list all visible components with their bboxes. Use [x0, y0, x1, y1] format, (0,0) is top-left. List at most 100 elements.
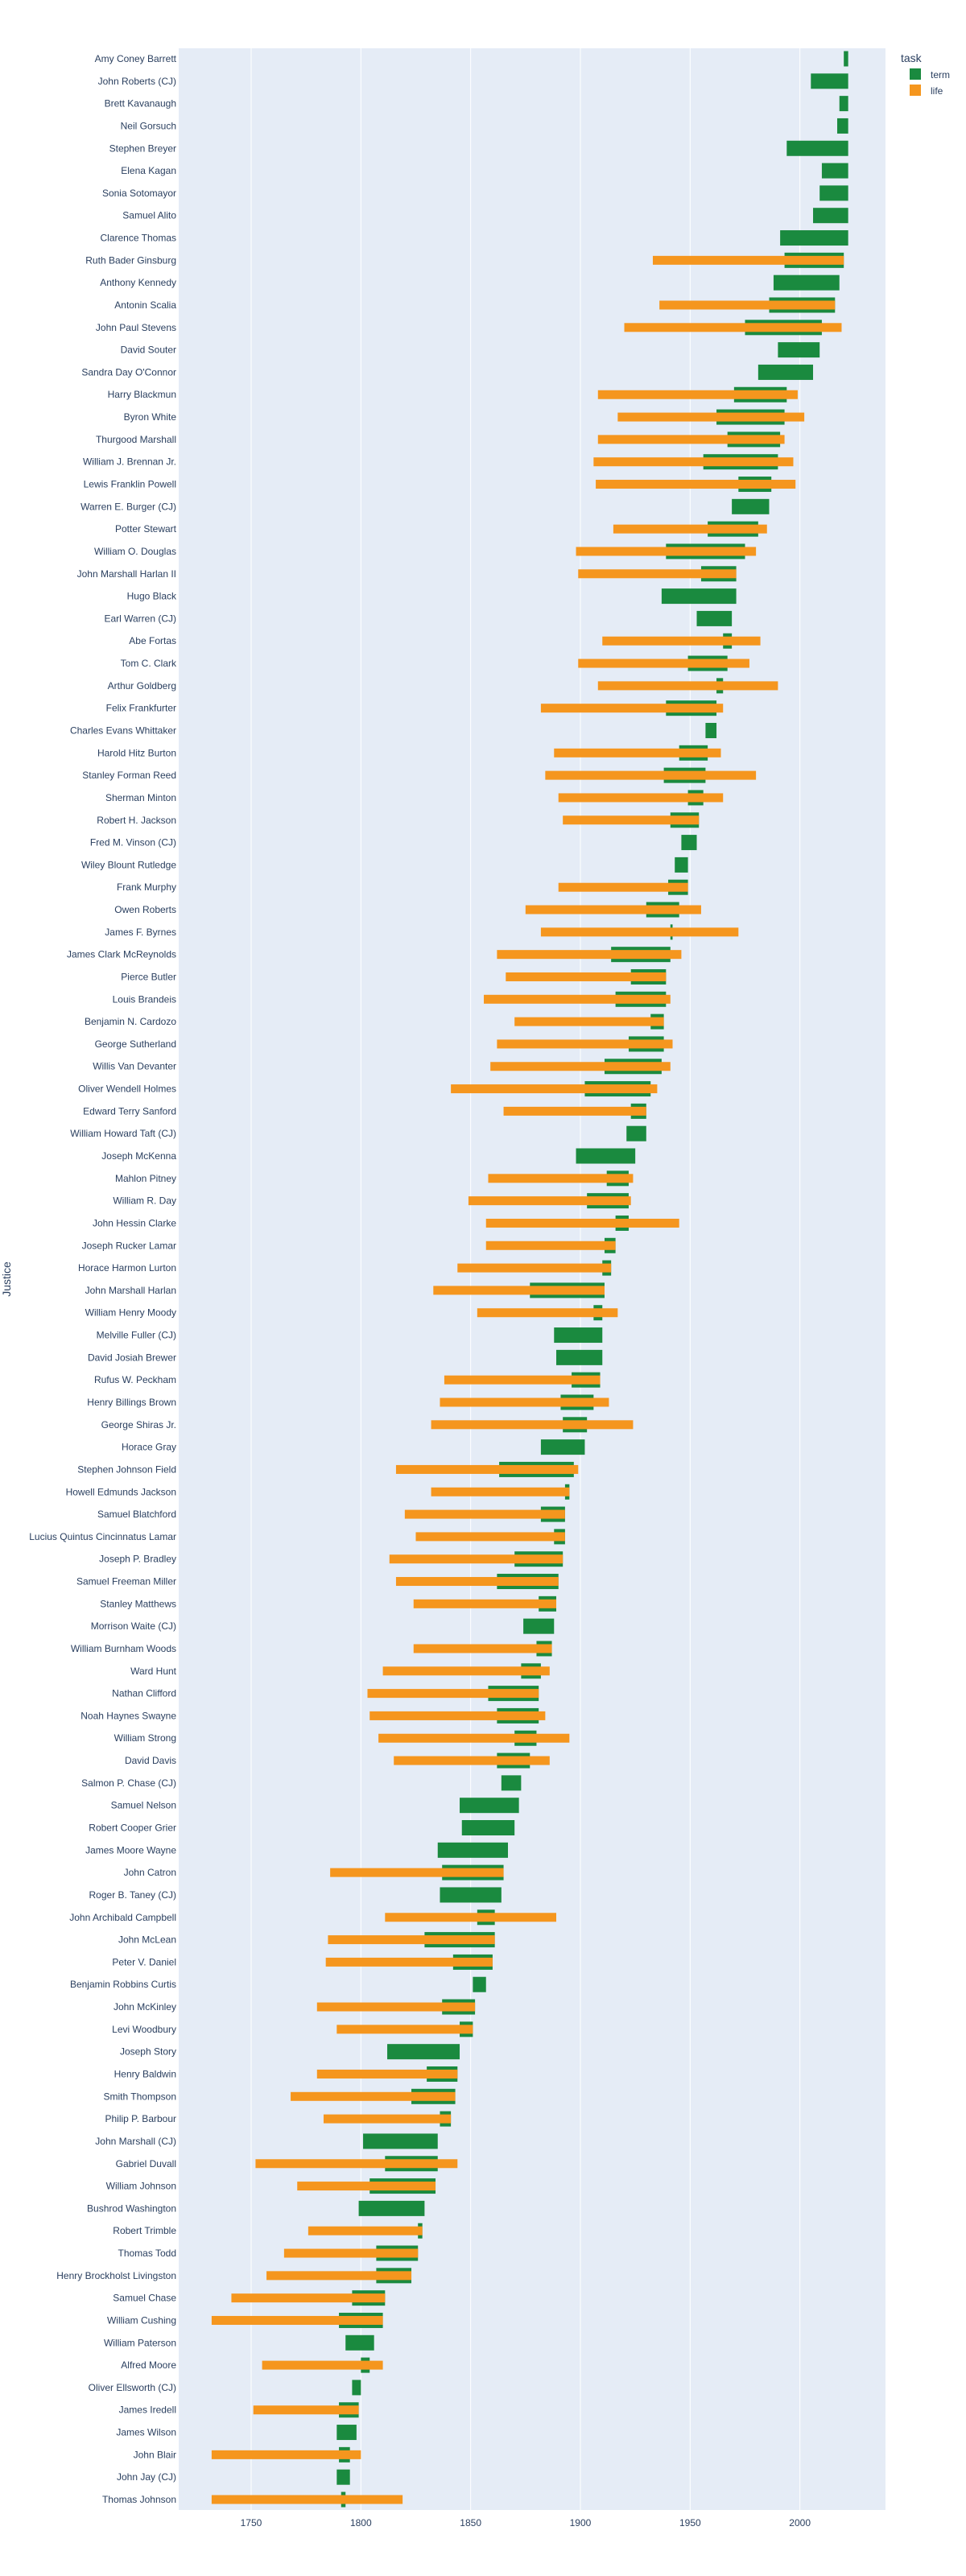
life-bar[interactable]: [578, 658, 749, 668]
life-bar[interactable]: [262, 2360, 383, 2370]
term-bar[interactable]: [440, 1887, 502, 1903]
life-bar[interactable]: [477, 1308, 618, 1318]
term-bar[interactable]: [523, 1618, 555, 1634]
life-bar[interactable]: [255, 2159, 458, 2169]
life-bar[interactable]: [323, 2114, 452, 2124]
life-bar[interactable]: [554, 748, 721, 758]
term-bar[interactable]: [780, 230, 848, 246]
life-bar[interactable]: [369, 1711, 546, 1720]
life-bar[interactable]: [308, 2226, 423, 2235]
term-bar[interactable]: [773, 275, 840, 291]
life-bar[interactable]: [624, 323, 842, 332]
term-bar[interactable]: [786, 140, 848, 156]
term-bar[interactable]: [363, 2133, 438, 2149]
life-bar[interactable]: [385, 1913, 556, 1922]
life-bar[interactable]: [457, 1263, 612, 1273]
life-bar[interactable]: [497, 1039, 673, 1049]
term-bar[interactable]: [844, 51, 848, 67]
term-bar[interactable]: [813, 208, 848, 224]
life-bar[interactable]: [283, 2248, 419, 2258]
life-bar[interactable]: [652, 255, 844, 265]
term-bar[interactable]: [473, 1976, 486, 1992]
life-bar[interactable]: [297, 2182, 436, 2191]
life-bar[interactable]: [413, 1644, 552, 1653]
life-bar[interactable]: [593, 457, 794, 467]
life-bar[interactable]: [488, 1174, 634, 1183]
life-bar[interactable]: [506, 972, 667, 981]
term-bar[interactable]: [758, 364, 814, 380]
life-bar[interactable]: [394, 1756, 550, 1765]
legend[interactable]: task term life: [901, 52, 950, 97]
life-bar[interactable]: [211, 2450, 361, 2459]
term-bar[interactable]: [387, 2044, 460, 2060]
legend-item-term[interactable]: term: [910, 68, 950, 80]
life-bar[interactable]: [540, 704, 724, 713]
life-bar[interactable]: [485, 1218, 679, 1228]
term-bar[interactable]: [437, 1842, 509, 1858]
life-bar[interactable]: [558, 882, 688, 892]
term-bar[interactable]: [675, 857, 688, 873]
term-bar[interactable]: [336, 2425, 357, 2441]
term-bar[interactable]: [555, 1349, 603, 1365]
life-bar[interactable]: [485, 1241, 616, 1250]
term-bar[interactable]: [501, 1775, 522, 1791]
life-bar[interactable]: [602, 636, 761, 646]
life-bar[interactable]: [440, 1397, 609, 1407]
life-bar[interactable]: [659, 300, 836, 310]
life-bar[interactable]: [514, 1017, 664, 1026]
life-bar[interactable]: [211, 2315, 383, 2325]
life-bar[interactable]: [540, 927, 739, 937]
life-bar[interactable]: [431, 1487, 570, 1496]
life-bar[interactable]: [563, 815, 700, 825]
life-bar[interactable]: [325, 1957, 493, 1967]
term-bar[interactable]: [778, 342, 820, 358]
term-bar[interactable]: [460, 1798, 519, 1814]
life-bar[interactable]: [525, 905, 701, 914]
term-bar[interactable]: [819, 185, 848, 201]
term-bar[interactable]: [345, 2334, 374, 2351]
life-bar[interactable]: [597, 390, 798, 399]
term-bar[interactable]: [626, 1125, 646, 1141]
term-bar[interactable]: [461, 1820, 515, 1836]
life-bar[interactable]: [484, 994, 671, 1004]
life-bar[interactable]: [291, 2091, 456, 2101]
life-bar[interactable]: [395, 1577, 559, 1587]
life-bar[interactable]: [597, 681, 778, 691]
life-bar[interactable]: [328, 1935, 495, 1945]
term-bar[interactable]: [837, 118, 848, 134]
life-bar[interactable]: [503, 1106, 646, 1116]
life-bar[interactable]: [415, 1532, 565, 1542]
life-bar[interactable]: [404, 1509, 565, 1519]
life-bar[interactable]: [389, 1554, 564, 1564]
life-bar[interactable]: [382, 1666, 550, 1676]
life-bar[interactable]: [413, 1599, 556, 1608]
term-bar[interactable]: [540, 1439, 585, 1455]
term-bar[interactable]: [811, 73, 848, 89]
term-bar[interactable]: [821, 163, 848, 179]
life-bar[interactable]: [597, 435, 785, 444]
life-bar[interactable]: [378, 1733, 570, 1743]
term-bar[interactable]: [696, 610, 733, 626]
term-bar[interactable]: [681, 835, 697, 851]
life-bar[interactable]: [330, 1868, 504, 1877]
life-bar[interactable]: [431, 1420, 634, 1430]
life-bar[interactable]: [490, 1062, 671, 1071]
life-bar[interactable]: [336, 2025, 473, 2034]
term-bar[interactable]: [352, 2380, 361, 2396]
life-bar[interactable]: [596, 480, 796, 489]
life-bar[interactable]: [395, 1464, 579, 1474]
term-bar[interactable]: [732, 498, 770, 514]
legend-item-life[interactable]: life: [910, 85, 943, 97]
life-bar[interactable]: [231, 2293, 386, 2303]
life-bar[interactable]: [558, 793, 724, 803]
term-bar[interactable]: [839, 96, 848, 112]
life-bar[interactable]: [576, 547, 757, 556]
life-bar[interactable]: [617, 412, 805, 422]
term-bar[interactable]: [576, 1148, 636, 1164]
life-bar[interactable]: [316, 2002, 476, 2012]
life-bar[interactable]: [497, 950, 682, 960]
life-bar[interactable]: [545, 770, 757, 780]
term-bar[interactable]: [705, 722, 717, 738]
life-bar[interactable]: [253, 2405, 359, 2415]
life-bar[interactable]: [451, 1084, 658, 1094]
